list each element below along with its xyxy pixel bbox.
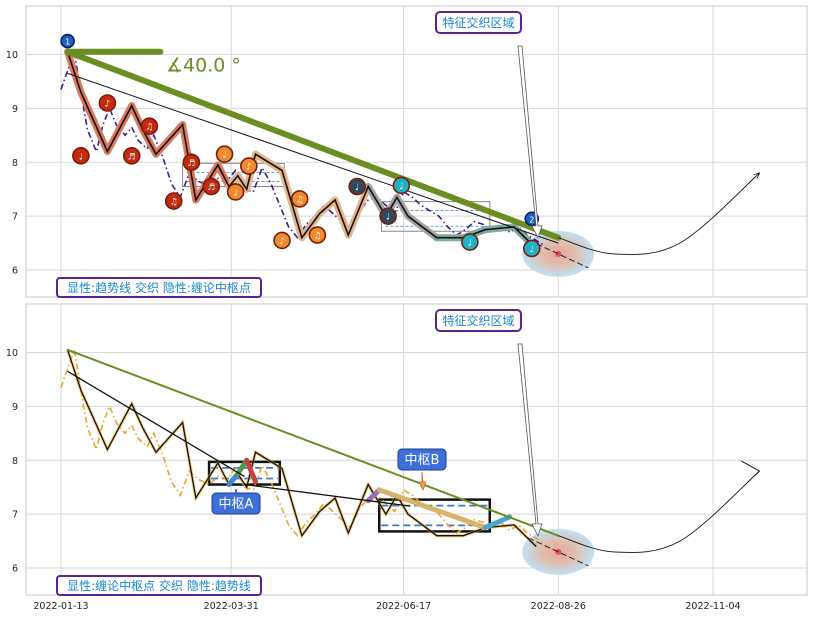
trendline-thin	[67, 370, 245, 478]
stroke-marker	[122, 147, 141, 165]
x-tick-label: 2022-01-13	[33, 601, 88, 612]
stroke-marker-label: ♬	[187, 159, 195, 169]
stroke-marker	[182, 153, 201, 172]
stroke-marker-label: ♫	[170, 198, 178, 208]
stroke-marker	[72, 147, 90, 165]
stroke-marker	[215, 145, 234, 163]
stroke-marker	[60, 33, 75, 49]
callout-text: 特征交织区域	[442, 313, 514, 328]
stroke-marker	[98, 94, 117, 112]
pivot-label-pointer	[418, 471, 427, 491]
trendline-main	[66, 348, 560, 537]
stroke-marker	[392, 176, 411, 195]
y-tick-label: 9	[12, 402, 18, 413]
stroke-zigzag-line	[66, 349, 537, 547]
y-tick-label: 6	[12, 266, 18, 277]
trendline-thin-2	[244, 483, 411, 507]
stroke-marker-label: ♫	[145, 123, 153, 133]
interweave-zone-center	[555, 548, 562, 555]
price-series-line	[60, 349, 546, 545]
pivot-zone-box	[378, 498, 492, 533]
pivot-stroke-segment	[482, 514, 513, 531]
pivot-stroke-segment	[376, 487, 488, 531]
pivot-stroke-segment	[244, 457, 258, 485]
stroke-marker-label: 1	[65, 38, 70, 47]
stroke-marker	[273, 231, 291, 250]
stroke-marker-label: ♬	[128, 152, 136, 162]
forecast-arc	[558, 470, 760, 553]
x-tick-label: 2022-06-17	[376, 601, 431, 612]
panel-caption: 显性:缠论中枢点 交织 隐性:趋势线	[56, 575, 262, 596]
forecast-arrowhead	[741, 460, 761, 476]
stroke-marker-label: ♩	[233, 188, 237, 198]
y-tick-label: 10	[6, 348, 18, 359]
panel-caption: 显性:趋势线 交织 隐性:缠论中枢点	[56, 277, 262, 298]
callout-text: 特征交织区域	[442, 15, 514, 30]
angle-label: ∡40.0 °	[166, 54, 241, 76]
stroke-marker-label: ♫	[313, 232, 321, 242]
interweave-zone-center	[555, 250, 562, 257]
stroke-marker	[226, 183, 245, 201]
stroke-marker	[290, 190, 309, 208]
stroke-marker	[164, 192, 183, 210]
y-tick-label: 8	[12, 456, 18, 467]
stroke-zigzag-line	[66, 51, 537, 250]
caption-frame	[56, 277, 262, 298]
stroke-marker-label: ♪	[105, 100, 111, 110]
caption-frame	[56, 575, 262, 596]
stroke-marker-label: ♪	[246, 163, 252, 173]
callout-box: 特征交织区域	[435, 309, 522, 332]
stroke-marker	[461, 233, 479, 251]
caption-text: 显性:缠论中枢点 交织 隐性:趋势线	[67, 578, 251, 593]
callout-frame	[435, 11, 522, 34]
interweave-zone-dashline	[528, 537, 589, 567]
forecast-arc	[558, 173, 759, 255]
panel-top: 6 7 8 9 10 ∡40.0 ° 1 ♩ ♪ ♬ ♫ ♫ ♬ ♬ ♩ ♩ ♪ ♪ ♫ ♫ ♩ ♩ ♩ ♩ 2 ♩ 特征交织区域显…	[6, 5, 808, 298]
y-tick-label: 10	[6, 50, 18, 61]
price-series-line	[60, 51, 546, 247]
callout-frame	[435, 309, 522, 332]
pivot-label-frame	[397, 448, 447, 471]
x-tick-label: 2022-08-26	[531, 601, 586, 612]
callout-box: 特征交织区域	[435, 11, 522, 34]
y-tick-label: 8	[12, 158, 18, 169]
stroke-marker-label: ♩	[355, 183, 359, 193]
pivot-zone-b-label: 中枢B	[397, 448, 447, 491]
stroke-marker	[348, 177, 366, 196]
panel-bottom: 6 7 8 9 10 2022-01-13 2022-03-31 2022-06-17 2022…	[6, 303, 808, 612]
y-tick-label: 7	[12, 212, 18, 223]
stroke-marker-label: 2	[529, 215, 534, 224]
y-tick-label: 7	[12, 510, 18, 521]
stroke-marker-label: ♪	[279, 237, 285, 247]
trendline-main	[64, 48, 562, 241]
callout-arrow	[517, 343, 543, 537]
pivot-zone-a-label: 中枢A	[211, 489, 261, 515]
stroke-marker-label: ♩	[530, 245, 534, 255]
stroke-marker	[240, 157, 258, 175]
pivot-stroke-segment	[365, 487, 382, 504]
stroke-marker-label: ♩	[468, 239, 472, 249]
stroke-marker	[522, 239, 541, 258]
x-tick-label: 2022-11-04	[685, 601, 740, 612]
stroke-marker	[202, 177, 221, 196]
pivot-label-text: 中枢B	[405, 453, 440, 468]
stroke-marker	[379, 207, 397, 225]
stroke-marker-label: ♩	[386, 213, 390, 223]
trendline-thin	[67, 72, 559, 244]
y-tick-label: 6	[12, 564, 18, 575]
stroke-marker-label: ♩	[399, 182, 403, 192]
stroke-marker-label: ♬	[207, 183, 215, 193]
caption-text: 显性:趋势线 交织 隐性:缠论中枢点	[67, 280, 251, 295]
stroke-marker-label: ♩	[222, 151, 226, 161]
y-tick-label: 9	[12, 104, 18, 115]
stroke-marker	[308, 226, 327, 244]
x-tick-label: 2022-03-31	[204, 601, 259, 612]
stroke-marker-label: ♫	[296, 195, 304, 205]
stroke-marker	[140, 117, 159, 135]
callout-arrow	[517, 45, 543, 239]
stroke-marker-label: ♩	[79, 152, 83, 162]
pivot-label-text: 中枢A	[219, 497, 254, 512]
